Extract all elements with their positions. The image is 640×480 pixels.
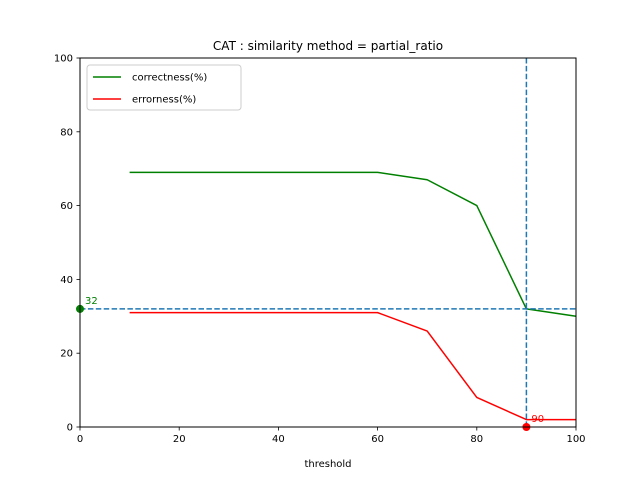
plot-frame: [79, 57, 577, 428]
legend-label-0: correctness(%): [132, 73, 207, 84]
y-tick-label-3: 60: [60, 201, 73, 212]
x-tick-label-0: 0: [77, 434, 83, 445]
y-tick-label-4: 80: [60, 127, 73, 138]
y-tick-label-5: 100: [54, 54, 73, 65]
x-axis-label: threshold: [304, 459, 351, 470]
legend-box: [86, 64, 242, 111]
y-tick-label-2: 40: [60, 275, 73, 286]
x-tick-label-2: 40: [272, 434, 285, 445]
legend-label-1: errorness(%): [132, 95, 196, 106]
marker-label-1: 90: [531, 414, 544, 425]
y-tick-label-0: 0: [67, 423, 73, 434]
legend: correctness(%) errorness(%): [86, 64, 242, 111]
axis-ticks: 0 20 40 60 80 100 0 20 40 60 80 100: [54, 54, 586, 446]
chart-title: CAT : similarity method = partial_ratio: [213, 39, 443, 53]
marker-label-0: 32: [85, 296, 98, 307]
x-tick-label-3: 60: [371, 434, 384, 445]
series-line-1: [129, 311, 576, 421]
x-tick-label-1: 20: [173, 434, 186, 445]
x-tick-label-5: 100: [566, 434, 585, 445]
plot-area: 32 90: [76, 58, 577, 431]
y-tick-label-1: 20: [60, 349, 73, 360]
series-line-0: [129, 171, 577, 318]
x-tick-label-4: 80: [470, 434, 483, 445]
